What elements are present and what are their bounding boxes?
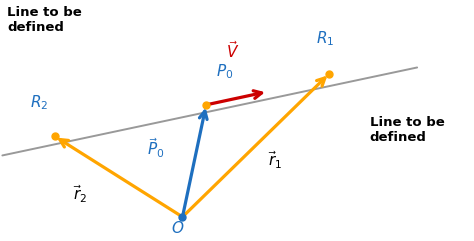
- Text: $R_1$: $R_1$: [316, 29, 334, 48]
- Text: $\vec{r}_1$: $\vec{r}_1$: [268, 149, 282, 171]
- Text: $O$: $O$: [171, 220, 184, 236]
- Text: Line to be
defined: Line to be defined: [7, 6, 82, 34]
- Text: $\vec{P}_0$: $\vec{P}_0$: [147, 136, 165, 160]
- Text: $\vec{r}_2$: $\vec{r}_2$: [73, 183, 88, 205]
- Text: $P_0$: $P_0$: [216, 62, 233, 81]
- Text: $\vec{V}$: $\vec{V}$: [226, 40, 239, 61]
- Text: Line to be
defined: Line to be defined: [370, 116, 445, 144]
- Text: $R_2$: $R_2$: [30, 93, 48, 112]
